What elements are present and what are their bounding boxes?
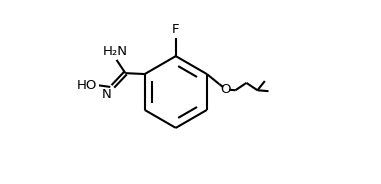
Text: HO: HO: [77, 79, 97, 92]
Text: F: F: [172, 23, 179, 36]
Text: N: N: [102, 88, 112, 101]
Text: O: O: [221, 83, 231, 96]
Text: H₂N: H₂N: [103, 45, 128, 58]
